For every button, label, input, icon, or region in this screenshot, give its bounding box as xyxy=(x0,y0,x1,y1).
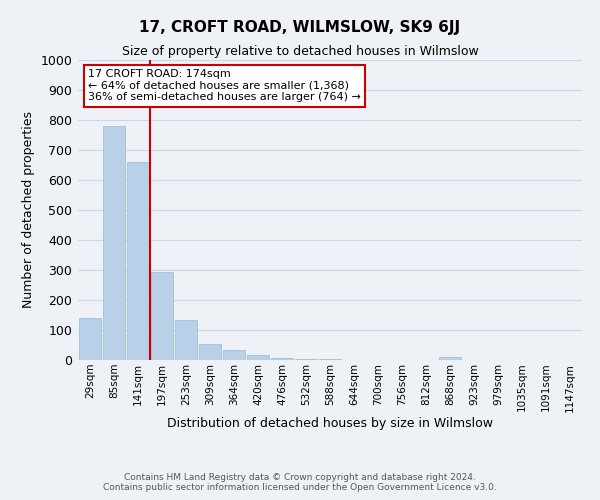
Bar xyxy=(295,358,317,360)
Bar xyxy=(175,320,197,360)
Text: 17, CROFT ROAD, WILMSLOW, SK9 6JJ: 17, CROFT ROAD, WILMSLOW, SK9 6JJ xyxy=(139,20,461,35)
Y-axis label: Number of detached properties: Number of detached properties xyxy=(22,112,35,308)
Bar xyxy=(247,354,269,360)
Bar xyxy=(439,357,461,360)
Text: Contains HM Land Registry data © Crown copyright and database right 2024.
Contai: Contains HM Land Registry data © Crown c… xyxy=(103,473,497,492)
Bar xyxy=(127,162,149,360)
Bar xyxy=(199,344,221,360)
Text: Size of property relative to detached houses in Wilmslow: Size of property relative to detached ho… xyxy=(122,45,478,58)
X-axis label: Distribution of detached houses by size in Wilmslow: Distribution of detached houses by size … xyxy=(167,417,493,430)
Bar xyxy=(79,318,101,360)
Bar xyxy=(151,272,173,360)
Bar xyxy=(103,126,125,360)
Bar xyxy=(271,358,293,360)
Bar xyxy=(223,350,245,360)
Text: 17 CROFT ROAD: 174sqm
← 64% of detached houses are smaller (1,368)
36% of semi-d: 17 CROFT ROAD: 174sqm ← 64% of detached … xyxy=(88,69,361,102)
